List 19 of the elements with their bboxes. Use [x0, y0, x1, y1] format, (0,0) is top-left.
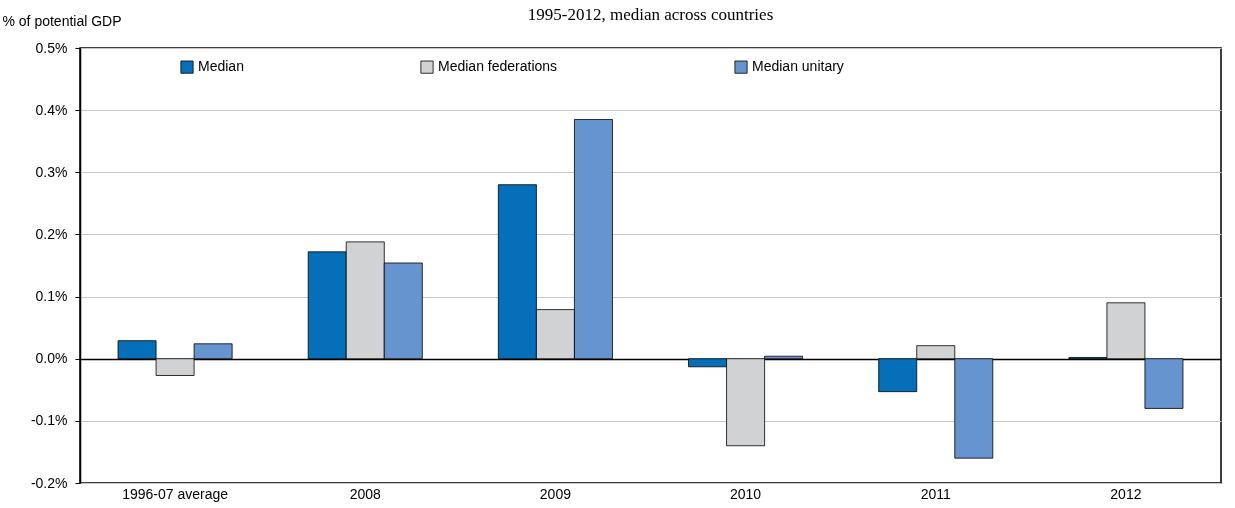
- chart-subtitle: 1995-2012, median across countries: [527, 5, 774, 24]
- x-tick-label: 2011: [920, 485, 952, 502]
- legend-label: Median: [198, 58, 244, 75]
- y-tick-label: 0.3%: [35, 163, 68, 180]
- y-tick-label: 0.4%: [35, 101, 68, 118]
- y-tick-label: -0.1%: [30, 412, 68, 429]
- y-tick-label: 0.2%: [35, 225, 68, 242]
- y-tick-label: 0.0%: [35, 350, 68, 367]
- x-tick-label: 2010: [730, 485, 762, 502]
- x-tick-label: 2008: [349, 485, 382, 502]
- y-tick-label: 0.5%: [35, 39, 68, 56]
- y-tick-label: -0.2%: [30, 474, 68, 491]
- legend-label: Median federations: [438, 58, 558, 75]
- y-axis-title: % of potential GDP: [2, 12, 122, 29]
- y-tick-label: 0.1%: [35, 288, 68, 305]
- x-tick-label: 1996-07 average: [122, 485, 229, 502]
- x-tick-label: 2012: [1110, 485, 1142, 502]
- x-tick-label: 2009: [539, 485, 572, 502]
- legend-label: Median unitary: [752, 58, 844, 75]
